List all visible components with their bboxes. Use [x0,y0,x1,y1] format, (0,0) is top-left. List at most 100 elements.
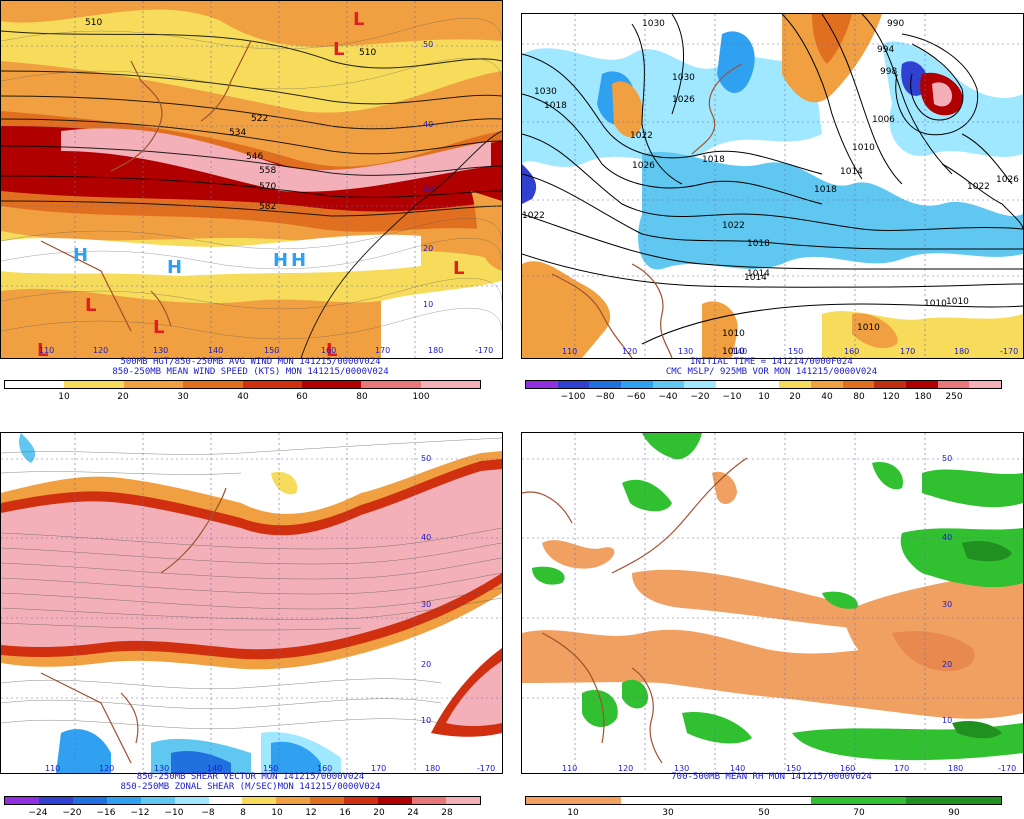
contour-label: 558 [259,166,276,176]
isobar-label: 1014 [744,273,767,283]
isobar-label: 1026 [632,161,655,171]
isobar-label: 1014 [747,269,770,279]
isobar-label: 1010 [946,297,969,307]
lon-label: 160 [840,764,855,773]
lat-label: 50 [421,454,431,463]
colorbar-tick-label: −10 [164,808,184,818]
colorbar-strip [4,796,481,805]
lon-label: 150 [263,764,278,773]
isobar-label: 990 [887,19,904,29]
rh-caption-1: 700-500MB MEAN RH MON 141215/0000V024 [671,772,872,782]
colorbar-swatch [747,381,780,388]
lon-label: 170 [375,346,390,355]
colorbar-swatch [361,381,421,388]
lon-label: 150 [264,346,279,355]
panel-wind: 510 510 522 534 546 558 570 582 L L L L … [0,0,504,405]
colorbar-swatch [378,797,413,804]
colorbar-swatch [344,797,379,804]
colorbar-tick-label: 30 [177,392,189,402]
colorbar-tick-label: 10 [567,808,579,818]
lat-label: 40 [421,533,431,542]
lon-label: 180 [948,764,963,773]
low-marker: L [85,295,96,316]
isobar-label: 998 [880,67,897,77]
colorbar-tick-label: −12 [130,808,150,818]
colorbar-tick-label: 80 [356,392,368,402]
contour-label: 570 [259,182,276,192]
colorbar-tick-label: −10 [722,392,742,402]
isobar-label: 1030 [642,19,665,29]
high-marker: H [273,250,288,271]
colorbar-swatch [842,381,875,388]
mslp-caption-2: CMC MSLP/ 925MB VOR MON 141215/0000V024 [665,367,878,377]
colorbar-swatch [589,381,622,388]
colorbar-tick-label: 20 [117,392,129,402]
low-marker: L [353,9,364,30]
panel-mslp: 1030 1030 1026 1022 1026 1030 1022 1018 … [521,0,1024,405]
contour-label: 522 [251,114,268,124]
colorbar-tick-label: 10 [271,808,283,818]
lon-label: 110 [562,764,577,773]
lat-label: 30 [942,600,952,609]
lon-label: 150 [786,764,801,773]
colorbar-swatch [174,797,209,804]
lon-label: 170 [371,764,386,773]
lat-label: 50 [942,454,952,463]
colorbar-tick-label: −40 [658,392,678,402]
lon-label: 180 [954,347,969,356]
isobar-label: 1010 [722,347,745,357]
colorbar-tick-label: 10 [758,392,770,402]
wind-caption-2: 850-250MB MEAN WIND SPEED (KTS) MON 1412… [112,367,389,377]
lat-label: 30 [421,600,431,609]
contour-label: 546 [246,152,263,162]
lon-label: 110 [562,347,577,356]
colorbar-swatch [242,381,302,388]
lat-label: 10 [423,300,433,309]
colorbar-tick-label: 70 [853,808,865,818]
colorbar-tick-label: 60 [296,392,308,402]
lon-label: 120 [622,347,637,356]
colorbar-tick-label: −20 [62,808,82,818]
colorbar-swatch [684,381,717,388]
isobar-label: 1010 [722,329,745,339]
lon-label: 130 [678,347,693,356]
colorbar-swatch [716,797,811,804]
colorbar-tick-label: 20 [789,392,801,402]
colorbar-tick-label: −8 [201,808,215,818]
lon-label: 160 [317,764,332,773]
colorbar-swatch [276,797,311,804]
low-marker: L [326,340,337,358]
lat-label: 50 [423,40,433,49]
colorbar-tick-label: 16 [339,808,351,818]
lon-label: 180 [425,764,440,773]
wind-map-svg: 510 510 522 534 546 558 570 582 L L L L … [1,1,502,358]
lon-label: -170 [475,346,493,355]
colorbar-swatch [906,797,1001,804]
lon-label: 120 [618,764,633,773]
isobar-label: 1018 [702,155,725,165]
colorbar-tick-label: 12 [305,808,317,818]
colorbar-swatch [64,381,124,388]
mslp-map: 1030 1030 1026 1022 1026 1030 1022 1018 … [521,13,1024,359]
colorbar-tick-label: −100 [560,392,586,402]
colorbar-swatch [106,797,141,804]
rh-map-svg: 50 40 30 20 10 110 120 130 140 150 160 1… [522,433,1023,773]
lat-label: 30 [423,184,433,193]
colorbar-tick-label: −16 [96,808,116,818]
rh-colorbar: 10 30 50 70 90 [525,793,1002,819]
wind-map: 510 510 522 534 546 558 570 582 L L L L … [0,0,503,359]
lat-label: 20 [421,660,431,669]
colorbar-tick-label: −80 [595,392,615,402]
wind-colorbar: 10 20 30 40 60 80 100 [4,377,481,405]
colorbar-swatch [208,797,243,804]
colorbar-tick-label: 10 [58,392,70,402]
isobar-label: 1014 [840,167,863,177]
colorbar-swatch [38,797,73,804]
mslp-map-svg: 1030 1030 1026 1022 1026 1030 1022 1018 … [522,14,1023,358]
shear-caption-2: 850-250MB ZONAL SHEAR (M/SEC)MON 141215/… [120,782,381,792]
isobar-label: 1026 [996,175,1019,185]
lat-label: 40 [423,120,433,129]
colorbar-tick-label: 8 [240,808,246,818]
lon-label: 130 [153,346,168,355]
colorbar-strip [4,380,481,389]
